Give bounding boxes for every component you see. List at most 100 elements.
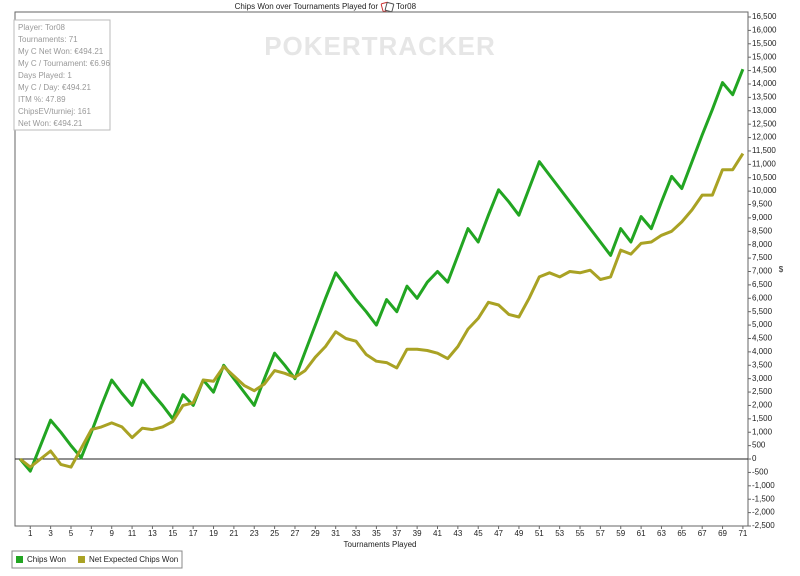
x-tick-label: 57 <box>596 529 605 538</box>
info-line: Player: Tor08 <box>18 23 66 32</box>
info-box: Player: Tor08 Tournaments: 71 My C Net Won… <box>13 19 111 131</box>
info-line: ITM %: 47.89 <box>18 95 66 104</box>
y-tick-label: 9,500 <box>752 200 773 209</box>
y-tick-label: 13,500 <box>752 92 777 101</box>
legend-swatch <box>77 556 85 563</box>
x-tick-label: 27 <box>291 529 300 538</box>
y-tick-label: 14,000 <box>752 79 777 88</box>
y-tick-label: 7,000 <box>752 267 773 276</box>
y-tick-label: 15,000 <box>752 52 777 61</box>
y-tick-label: 8,000 <box>752 240 773 249</box>
y-tick-label: 15,500 <box>752 39 777 48</box>
y-tick-label: 0 <box>752 454 757 463</box>
series-line <box>18 68 745 473</box>
y-tick-label: 5,500 <box>752 307 773 316</box>
x-tick-label: 65 <box>677 529 686 538</box>
x-tick-label: 41 <box>433 529 442 538</box>
x-tick-label: 33 <box>352 529 361 538</box>
info-line: ChipsEV/turniej: 161 <box>18 107 91 116</box>
y-tick-label: 10,000 <box>752 186 777 195</box>
x-tick-label: 45 <box>474 529 483 538</box>
x-axis-title: Tournaments Played <box>344 540 417 549</box>
info-line: Tournaments: 71 <box>18 35 78 44</box>
x-tick-label: 7 <box>89 529 94 538</box>
plot-frame <box>14 11 749 527</box>
x-tick-label: 39 <box>413 529 422 538</box>
x-tick-label: 11 <box>128 529 137 538</box>
y-tick-label: 14,500 <box>752 66 777 75</box>
y-tick-label: 11,000 <box>752 159 776 168</box>
x-tick-label: 43 <box>453 529 462 538</box>
y-tick-label: 6,500 <box>752 280 773 289</box>
y-tick-label: 9,000 <box>752 213 773 222</box>
legend-swatch <box>16 556 23 563</box>
x-tick-label: 71 <box>738 529 747 538</box>
x-tick-label: 17 <box>189 529 198 538</box>
x-tick-label: 67 <box>698 529 707 538</box>
x-tick-label: 51 <box>535 529 544 538</box>
legend-label: Chips Won <box>27 555 66 564</box>
y-tick-label: -500 <box>752 468 769 477</box>
x-tick-label: 63 <box>657 529 666 538</box>
x-tick-label: 25 <box>270 529 279 538</box>
y-tick-label: 1,000 <box>752 427 773 436</box>
x-tick-label: 61 <box>637 529 646 538</box>
watermark: POKERTRACKER <box>264 31 496 61</box>
y-tick-label: 3,500 <box>752 360 773 369</box>
x-tick-label: 29 <box>311 529 320 538</box>
x-tick-label: 9 <box>109 529 114 538</box>
y-tick-label: 3,000 <box>752 374 773 383</box>
x-tick-label: 5 <box>69 529 74 538</box>
y-tick-label: -1,500 <box>752 494 775 503</box>
x-tick-label: 13 <box>148 529 157 538</box>
x-tick-label: 47 <box>494 529 503 538</box>
y-tick-label: 12,000 <box>752 133 777 142</box>
x-tick-label: 69 <box>718 529 727 538</box>
legend-frame <box>11 550 183 569</box>
y-tick-label: 7,500 <box>752 253 773 262</box>
y-tick-label: 8,500 <box>752 226 773 235</box>
x-tick-label: 59 <box>616 529 625 538</box>
y-axis-title: $ <box>779 265 784 274</box>
y-tick-label: 1,500 <box>752 414 773 423</box>
y-tick-label: 13,000 <box>752 106 777 115</box>
x-tick-label: 55 <box>576 529 585 538</box>
y-tick-label: 2,500 <box>752 387 773 396</box>
x-tick-label: 53 <box>555 529 564 538</box>
x-tick-label: 15 <box>168 529 177 538</box>
series-line <box>19 152 745 469</box>
y-tick-label: 4,500 <box>752 334 773 343</box>
info-line: Days Played: 1 <box>18 71 72 80</box>
y-tick-label: -2,000 <box>752 508 775 517</box>
y-tick-label: 6,000 <box>752 293 773 302</box>
y-tick-label: -2,500 <box>752 521 775 530</box>
y-tick-label: 4,000 <box>752 347 773 356</box>
info-line: My C / Tournament: €6.96 <box>18 59 110 68</box>
y-tick-label: 10,500 <box>752 173 777 182</box>
player-name: Tor08 <box>396 2 417 11</box>
chart-title: Chips Won over Tournaments Played for <box>235 2 379 11</box>
y-tick-label: 12,500 <box>752 119 777 128</box>
legend-label: Net Expected Chips Won <box>89 555 178 564</box>
x-tick-label: 19 <box>209 529 218 538</box>
x-tick-label: 3 <box>48 529 53 538</box>
x-tick-label: 21 <box>229 529 238 538</box>
y-tick-label: 500 <box>752 441 766 450</box>
y-tick-label: 11,500 <box>752 146 776 155</box>
info-line: My C Net Won: €494.21 <box>18 47 104 56</box>
x-tick-label: 37 <box>392 529 401 538</box>
x-tick-label: 1 <box>28 529 33 538</box>
info-line: My C / Day: €494.21 <box>18 83 91 92</box>
x-tick-label: 23 <box>250 529 259 538</box>
info-line: Net Won: €494.21 <box>18 119 83 128</box>
x-tick-label: 49 <box>514 529 523 538</box>
y-tick-label: 2,000 <box>752 401 773 410</box>
player-icon <box>380 1 395 13</box>
x-tick-label: 35 <box>372 529 381 538</box>
y-tick-label: -1,000 <box>752 481 775 490</box>
y-tick-label: 5,000 <box>752 320 773 329</box>
y-tick-label: 16,500 <box>752 12 777 21</box>
x-tick-label: 31 <box>331 529 340 538</box>
